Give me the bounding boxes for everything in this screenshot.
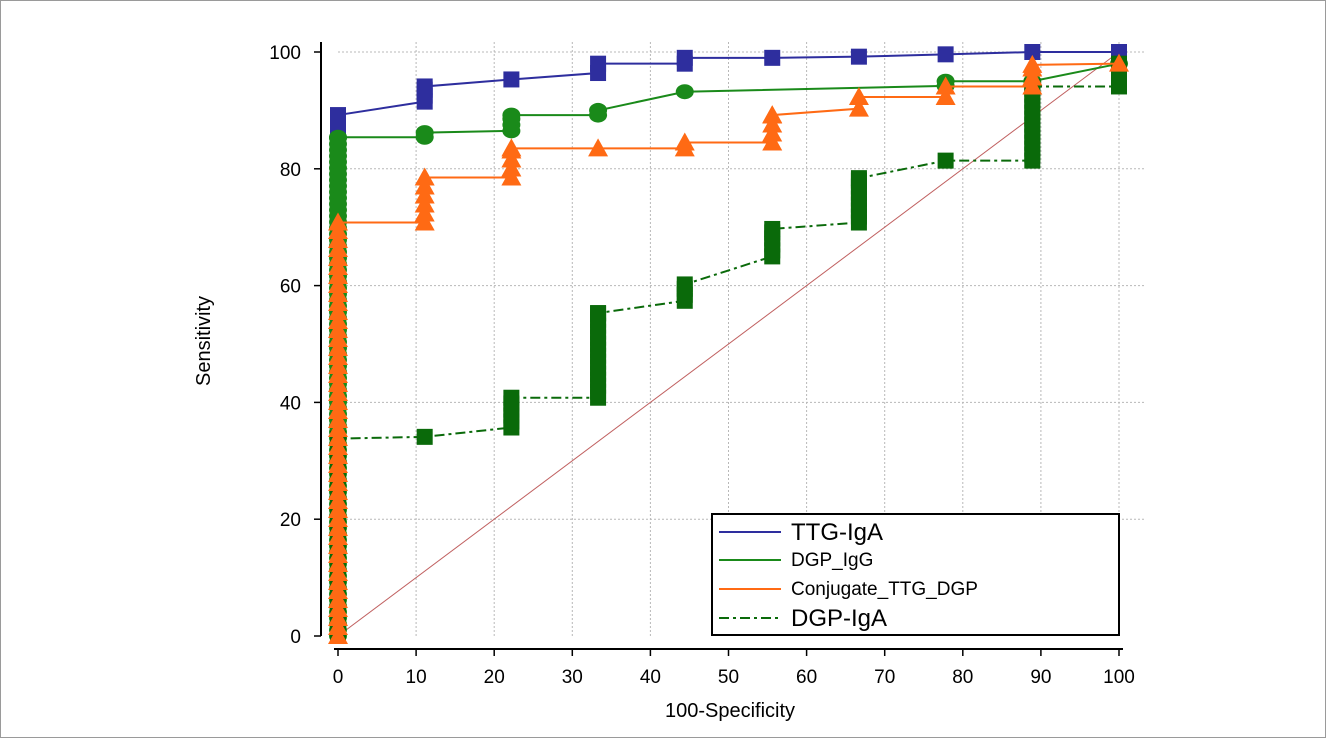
- data-point-ttg-iga: [503, 71, 520, 88]
- x-tick-label: 60: [796, 667, 817, 688]
- data-point-ttg-iga: [764, 49, 781, 66]
- legend-label-dgp-iga: DGP-IgA: [791, 605, 887, 632]
- data-point-conjugate-ttg-dgp: [1109, 53, 1129, 72]
- legend-label-dgp-igg: DGP_IgG: [791, 550, 873, 571]
- data-point-ttg-iga: [850, 48, 867, 65]
- x-tick-label: 70: [874, 667, 895, 688]
- data-point-conjugate-ttg-dgp: [674, 132, 695, 151]
- x-tick-label: 40: [640, 667, 661, 688]
- data-point-dgp-igg: [502, 111, 521, 127]
- data-point-ttg-iga: [1024, 44, 1041, 60]
- data-point-ttg-iga: [330, 112, 346, 128]
- data-point-dgp-igg: [589, 102, 608, 118]
- data-point-dgp-iga: [850, 172, 867, 189]
- y-tick-label: 0: [290, 627, 301, 648]
- data-point-conjugate-ttg-dgp: [414, 176, 435, 195]
- legend: TTG-IgA DGP_IgG Conjugate_TTG_DGP DGP-IgA: [711, 513, 1120, 636]
- data-point-conjugate-ttg-dgp: [588, 138, 609, 157]
- x-tick-label: 20: [484, 667, 505, 688]
- y-tick-label: 100: [269, 43, 301, 64]
- legend-box: [711, 513, 1120, 636]
- legend-label-conjugate-ttg-dgp: Conjugate_TTG_DGP: [791, 579, 978, 600]
- data-point-conjugate-ttg-dgp: [848, 98, 869, 117]
- data-point-conjugate-ttg-dgp: [935, 86, 956, 105]
- y-tick-label: 20: [280, 510, 301, 531]
- reference-diagonal-line: [337, 51, 1120, 637]
- data-point-conjugate-ttg-dgp: [328, 221, 348, 239]
- grid: [338, 42, 1144, 636]
- data-point-conjugate-ttg-dgp: [848, 86, 869, 105]
- data-point-ttg-iga: [676, 49, 693, 66]
- data-point-ttg-iga: [590, 55, 607, 72]
- axes: [314, 42, 1123, 656]
- y-tick-label: 40: [280, 393, 301, 414]
- data-point-conjugate-ttg-dgp: [1022, 58, 1043, 77]
- x-tick-label: 30: [562, 667, 583, 688]
- data-point-dgp-iga: [416, 428, 433, 445]
- tick-labels: 0 10 20 30 40 50 60 70 80 90 100 0 20 40 60 80 100: [269, 43, 1135, 688]
- data-point-dgp-iga: [676, 280, 693, 297]
- data-point-dgp-iga: [590, 305, 607, 322]
- x-tick-label: 0: [333, 667, 344, 688]
- data-point-conjugate-ttg-dgp: [762, 105, 783, 124]
- y-tick-label: 60: [280, 277, 301, 298]
- data-point-dgp-iga: [937, 152, 954, 169]
- data-point-ttg-iga: [937, 46, 954, 63]
- x-tick-label: 80: [952, 667, 973, 688]
- series-conjugate-ttg-dgp: [328, 53, 1129, 644]
- series-layer: [328, 44, 1129, 644]
- data-point-conjugate-ttg-dgp: [501, 140, 522, 159]
- x-tick-label: 90: [1030, 667, 1051, 688]
- data-point-dgp-igg: [329, 130, 347, 146]
- x-axis-title: 100-Specificity: [665, 700, 795, 722]
- x-tick-label: 50: [718, 667, 739, 688]
- legend-label-ttg-iga: TTG-IgA: [791, 519, 883, 546]
- data-point-conjugate-ttg-dgp: [935, 76, 956, 95]
- data-point-dgp-iga: [503, 395, 520, 412]
- y-axis-title: Sensitivity: [193, 296, 215, 386]
- data-point-dgp-igg: [675, 84, 694, 100]
- x-tick-label: 100: [1103, 667, 1135, 688]
- reference-line-layer: [337, 51, 1120, 637]
- y-tick-label: 80: [280, 160, 301, 181]
- data-point-conjugate-ttg-dgp: [762, 114, 783, 133]
- data-point-ttg-iga: [416, 81, 433, 98]
- data-point-dgp-iga: [764, 224, 781, 241]
- x-tick-label: 10: [406, 667, 427, 688]
- data-point-dgp-igg: [415, 125, 434, 141]
